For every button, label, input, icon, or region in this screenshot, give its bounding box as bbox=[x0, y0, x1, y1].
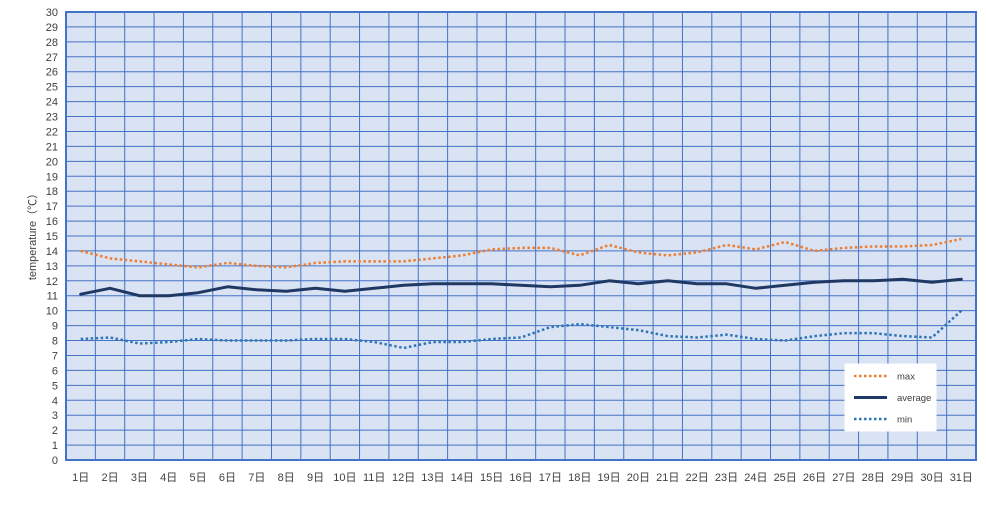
y-tick-label: 12 bbox=[46, 276, 58, 288]
x-tick-label: 8日 bbox=[278, 472, 295, 484]
x-tick-label: 24日 bbox=[744, 472, 767, 484]
y-tick-label: 0 bbox=[52, 455, 58, 467]
y-tick-label: 3 bbox=[52, 410, 58, 422]
y-tick-label: 22 bbox=[46, 126, 58, 138]
x-tick-label: 17日 bbox=[539, 472, 562, 484]
y-tick-label: 29 bbox=[46, 22, 58, 34]
y-tick-label: 6 bbox=[52, 365, 58, 377]
legend-label-min: min bbox=[897, 415, 912, 426]
y-tick-label: 25 bbox=[46, 82, 58, 94]
x-tick-label: 23日 bbox=[715, 472, 738, 484]
x-tick-label: 7日 bbox=[248, 472, 265, 484]
y-tick-label: 13 bbox=[46, 261, 58, 273]
y-tick-label: 16 bbox=[46, 216, 58, 228]
x-tick-label: 27日 bbox=[832, 472, 855, 484]
legend-label-max: max bbox=[897, 372, 915, 383]
x-tick-label: 18日 bbox=[568, 472, 591, 484]
y-tick-label: 30 bbox=[46, 7, 58, 19]
x-tick-label: 30日 bbox=[920, 472, 943, 484]
x-tick-label: 6日 bbox=[219, 472, 236, 484]
x-tick-label: 12日 bbox=[392, 472, 415, 484]
y-tick-label: 20 bbox=[46, 156, 58, 168]
x-tick-label: 9日 bbox=[307, 472, 324, 484]
legend-label-average: average bbox=[897, 393, 931, 404]
y-tick-label: 4 bbox=[52, 395, 58, 407]
x-tick-label: 5日 bbox=[190, 472, 207, 484]
x-tick-label: 13日 bbox=[421, 472, 444, 484]
x-tick-label: 29日 bbox=[891, 472, 914, 484]
y-tick-label: 8 bbox=[52, 336, 58, 348]
x-tick-label: 4日 bbox=[160, 472, 177, 484]
y-tick-label: 24 bbox=[46, 97, 58, 109]
y-axis-label: temperature（℃） bbox=[26, 188, 39, 280]
x-tick-label: 3日 bbox=[131, 472, 148, 484]
y-tick-label: 18 bbox=[46, 186, 58, 198]
plot-frame bbox=[65, 11, 977, 461]
y-tick-label: 1 bbox=[52, 440, 58, 452]
y-tick-label: 10 bbox=[46, 306, 58, 318]
x-tick-label: 16日 bbox=[509, 472, 532, 484]
x-tick-label: 20日 bbox=[627, 472, 650, 484]
y-tick-label: 26 bbox=[46, 67, 58, 79]
x-tick-label: 22日 bbox=[686, 472, 709, 484]
y-tick-label: 23 bbox=[46, 112, 58, 124]
y-tick-label: 21 bbox=[46, 141, 58, 153]
x-tick-label: 25日 bbox=[774, 472, 797, 484]
x-tick-label: 21日 bbox=[656, 472, 679, 484]
x-tick-label: 1日 bbox=[72, 472, 89, 484]
y-tick-label: 14 bbox=[46, 246, 58, 258]
y-tick-label: 19 bbox=[46, 171, 58, 183]
x-tick-label: 15日 bbox=[480, 472, 503, 484]
y-tick-label: 27 bbox=[46, 52, 58, 64]
x-tick-label: 19日 bbox=[597, 472, 620, 484]
y-tick-label: 17 bbox=[46, 201, 58, 213]
legend: max average min bbox=[844, 363, 937, 432]
y-tick-label: 9 bbox=[52, 321, 58, 333]
y-tick-label: 5 bbox=[52, 380, 58, 392]
x-tick-label: 28日 bbox=[862, 472, 885, 484]
y-tick-label: 28 bbox=[46, 37, 58, 49]
x-tick-label: 10日 bbox=[333, 472, 356, 484]
x-tick-label: 11日 bbox=[363, 472, 385, 484]
x-tick-label: 2日 bbox=[101, 472, 118, 484]
x-tick-label: 26日 bbox=[803, 472, 826, 484]
y-tick-label: 11 bbox=[47, 291, 58, 303]
x-tick-label: 14日 bbox=[451, 472, 474, 484]
y-tick-label: 15 bbox=[46, 231, 58, 243]
series-line-average bbox=[79, 277, 963, 298]
y-tick-label: 7 bbox=[52, 350, 58, 362]
x-tick-label: 31日 bbox=[950, 472, 973, 484]
y-tick-label: 2 bbox=[52, 425, 58, 437]
